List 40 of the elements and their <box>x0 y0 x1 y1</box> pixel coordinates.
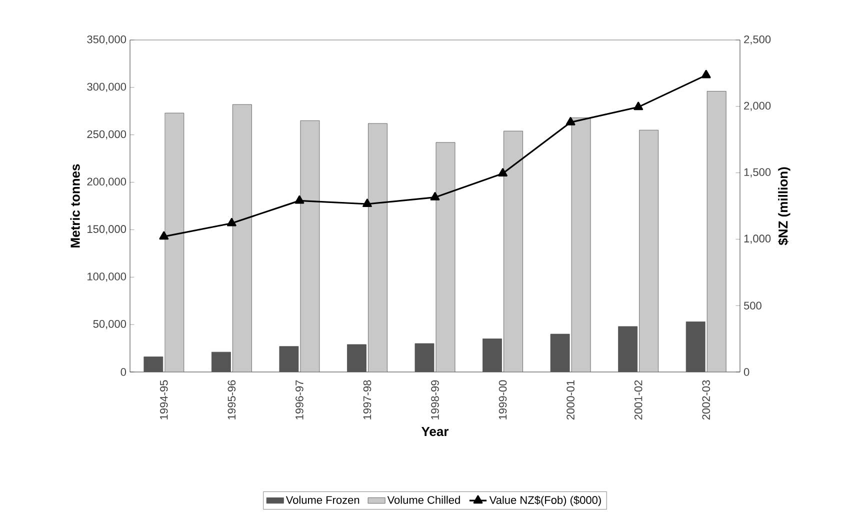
y-tick-label: 50,000 <box>93 320 126 330</box>
x-tick-label: 2002-03 <box>702 380 710 420</box>
y-tick-label: 250,000 <box>87 130 126 140</box>
y2-tick-label: 500 <box>744 302 762 310</box>
y2-tick-label: 2,500 <box>744 35 771 45</box>
x-tick-label: 1997-98 <box>363 380 372 420</box>
y2-axis-title: $NZ (million) <box>778 167 790 246</box>
y-tick-label: 350,000 <box>87 35 126 45</box>
bar <box>164 112 184 372</box>
x-axis-title: Year <box>421 427 449 436</box>
y-tick-label: 0 <box>120 368 126 376</box>
y2-tick-label: 2,000 <box>744 102 771 111</box>
point <box>159 231 169 240</box>
point <box>430 192 440 200</box>
y-tick-label: 200,000 <box>87 178 126 187</box>
x-tick-label: 2001-02 <box>634 380 642 420</box>
y-tick-label: 100,000 <box>88 272 126 282</box>
point <box>566 117 576 126</box>
x-tick-label: 1995-96 <box>228 380 236 420</box>
point <box>634 102 644 110</box>
x-tick-label: 1994-95 <box>160 380 168 420</box>
legend-label: Volume Frozen <box>286 496 360 504</box>
x-tick-label: 2000-01 <box>566 380 574 420</box>
x-tick-label: 1998-99 <box>431 380 439 420</box>
y2-tick-label: 0 <box>744 368 750 376</box>
legend-label: Volume Chilled <box>387 496 460 504</box>
x-tick-label: 1996-97 <box>296 380 304 420</box>
y-tick-label: 150,000 <box>88 225 126 234</box>
point <box>498 168 508 177</box>
y-axis-title: Metric tonnes <box>70 164 80 248</box>
point <box>226 218 236 226</box>
point <box>294 195 304 204</box>
legend-label: Value NZ$(Fob) ($000) <box>489 496 601 506</box>
y-tick-label: 300,000 <box>87 82 126 92</box>
point <box>362 198 372 208</box>
bar <box>144 356 164 372</box>
y2-tick-label: 1,000 <box>744 234 771 244</box>
x-tick-label: 1999-00 <box>498 380 507 420</box>
point <box>701 70 711 78</box>
y2-tick-label: 1,500 <box>744 168 771 178</box>
